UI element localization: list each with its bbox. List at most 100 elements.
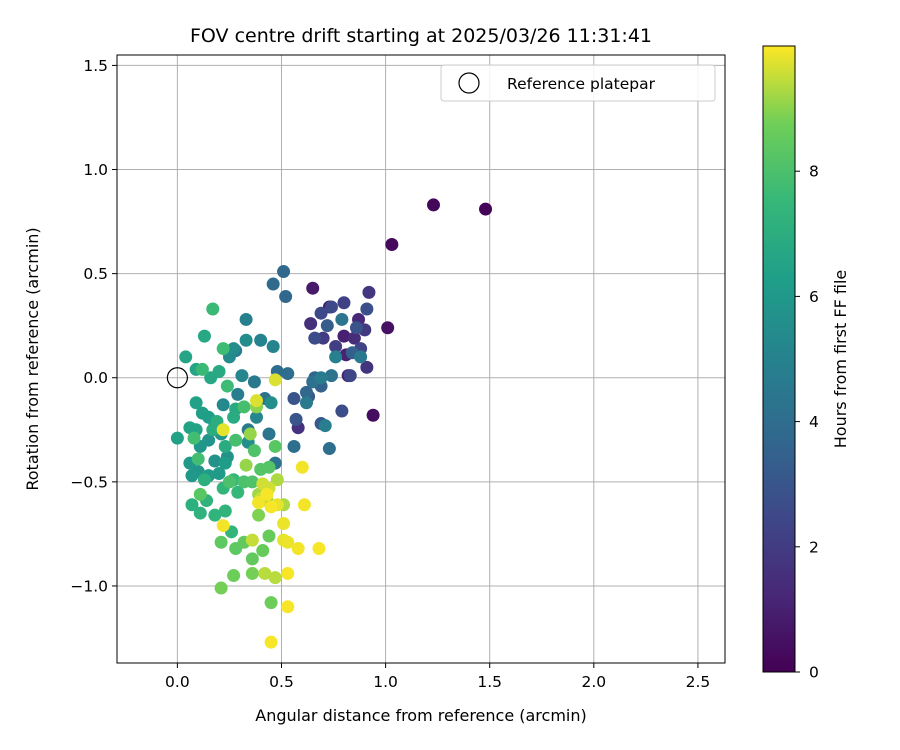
- y-tick-label: 1.5: [83, 57, 108, 75]
- data-point: [304, 317, 318, 331]
- data-point: [268, 439, 282, 453]
- data-point: [245, 533, 259, 547]
- data-point: [291, 541, 305, 555]
- data-point: [385, 237, 399, 251]
- data-point: [245, 566, 259, 580]
- data-point: [254, 333, 268, 347]
- data-point: [479, 202, 493, 216]
- data-point: [362, 285, 376, 299]
- data-point: [343, 369, 357, 383]
- data-point: [227, 410, 241, 424]
- x-tick-label: 1.5: [477, 673, 502, 691]
- data-point: [229, 433, 243, 447]
- x-axis-ticks: 0.0 0.5 1.0 1.5 2.0 2.5: [165, 663, 710, 691]
- data-point: [187, 431, 201, 445]
- colorbar-tick-label: 6: [809, 288, 819, 306]
- data-point: [262, 460, 276, 474]
- data-point: [237, 400, 251, 414]
- data-point: [381, 321, 395, 335]
- data-point: [197, 329, 211, 343]
- data-point: [220, 379, 234, 393]
- data-point: [337, 296, 351, 310]
- data-point: [185, 498, 199, 512]
- data-point: [208, 508, 222, 522]
- data-point: [329, 350, 343, 364]
- y-axis-label: Rotation from reference (arcmin): [23, 227, 42, 490]
- data-point: [218, 456, 232, 470]
- data-point: [260, 487, 274, 501]
- data-point: [206, 423, 220, 437]
- data-point: [197, 473, 211, 487]
- data-point: [268, 571, 282, 585]
- data-point: [227, 342, 241, 356]
- data-point: [277, 516, 291, 530]
- grid: [117, 55, 725, 663]
- data-point: [324, 300, 338, 314]
- colorbar-label: Hours from first FF file: [831, 270, 850, 449]
- data-point: [287, 439, 301, 453]
- y-axis-ticks: −1.0 −0.5 0.0 0.5 1.0 1.5: [70, 57, 117, 595]
- data-point: [245, 475, 259, 489]
- data-point: [252, 496, 266, 510]
- scatter-points: [170, 198, 493, 649]
- data-point: [247, 375, 261, 389]
- data-point: [218, 504, 232, 518]
- x-tick-label: 0.5: [269, 673, 294, 691]
- legend-reference-marker: [458, 72, 480, 94]
- data-point: [308, 331, 322, 345]
- colorbar-tick-label: 0: [809, 664, 819, 682]
- data-point: [314, 371, 328, 385]
- data-point: [322, 442, 336, 456]
- data-point: [189, 396, 203, 410]
- x-tick-label: 0.0: [165, 673, 190, 691]
- plot-frame: [116, 54, 726, 664]
- data-point: [299, 396, 313, 410]
- data-point: [258, 566, 272, 580]
- data-point: [239, 333, 253, 347]
- data-point: [289, 412, 303, 426]
- x-tick-label: 1.0: [373, 673, 398, 691]
- data-point: [239, 458, 253, 472]
- colorbar-ticks: 0 2 4 6 8: [795, 163, 819, 682]
- data-point: [287, 392, 301, 406]
- data-point: [318, 419, 332, 433]
- data-point: [266, 340, 280, 354]
- x-axis-label: Angular distance from reference (arcmin): [255, 706, 586, 725]
- data-point: [216, 519, 230, 533]
- data-point: [354, 350, 368, 364]
- data-point: [191, 452, 205, 466]
- data-point: [281, 367, 295, 381]
- data-point: [277, 265, 291, 279]
- data-point: [185, 469, 199, 483]
- data-point: [314, 306, 328, 320]
- y-tick-label: 0.0: [83, 369, 108, 387]
- data-point: [231, 387, 245, 401]
- data-point: [195, 362, 209, 376]
- data-point: [264, 500, 278, 514]
- data-point: [245, 552, 259, 566]
- data-point: [206, 302, 220, 316]
- data-point: [335, 312, 349, 326]
- data-point: [279, 290, 293, 304]
- colorbar-tick-label: 2: [809, 538, 819, 556]
- data-point: [250, 410, 264, 424]
- data-point: [193, 506, 207, 520]
- colorbar-tick-label: 4: [809, 413, 819, 431]
- data-point: [297, 498, 311, 512]
- y-tick-label: 0.5: [83, 265, 108, 283]
- data-point: [299, 385, 313, 399]
- data-point: [216, 423, 230, 437]
- data-point: [337, 329, 351, 343]
- data-point: [306, 281, 320, 295]
- data-point: [281, 535, 295, 549]
- data-point: [252, 508, 266, 522]
- data-point: [360, 302, 374, 316]
- data-point: [329, 340, 343, 354]
- data-point: [426, 198, 440, 212]
- data-point: [256, 477, 270, 491]
- data-point: [295, 460, 309, 474]
- data-point: [281, 566, 295, 580]
- data-point: [170, 431, 184, 445]
